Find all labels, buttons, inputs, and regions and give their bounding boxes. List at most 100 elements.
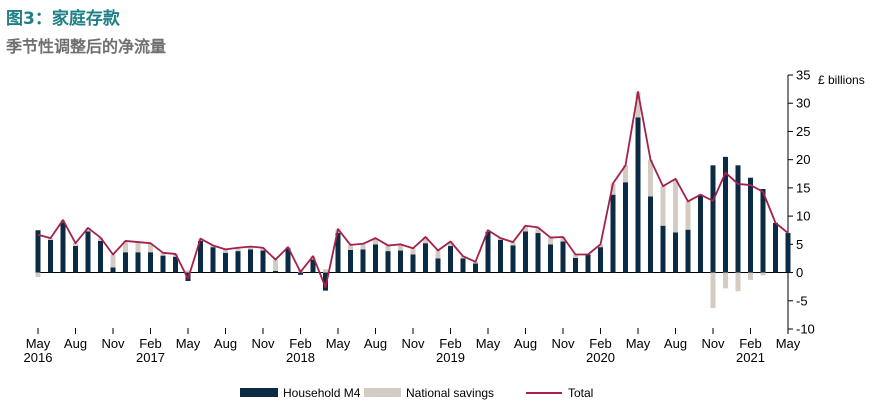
bar-household-m4 — [773, 222, 778, 273]
bar-household-m4 — [260, 250, 266, 273]
bar-national-savings — [560, 236, 566, 242]
bar-household-m4 — [560, 241, 566, 273]
bar-national-savings — [35, 272, 41, 278]
x-tick-label: May — [326, 336, 351, 351]
bar-national-savings — [323, 269, 328, 273]
y-tick-label: 20 — [796, 152, 810, 167]
bar-household-m4 — [623, 182, 628, 273]
bar-household-m4 — [298, 272, 303, 275]
bar-national-savings — [398, 244, 403, 251]
bar-national-savings — [273, 259, 278, 271]
bar-national-savings — [510, 242, 516, 246]
bar-household-m4 — [473, 263, 478, 273]
bar-national-savings — [635, 91, 641, 118]
x-year-label: 2016 — [24, 350, 53, 365]
bar-national-savings — [535, 227, 541, 234]
x-tick-label: May — [26, 336, 51, 351]
bar-household-m4 — [435, 258, 441, 273]
bar-household-m4 — [460, 258, 466, 273]
bar-household-m4 — [360, 249, 366, 273]
bar-household-m4 — [760, 189, 766, 273]
x-year-label: 2021 — [736, 350, 765, 365]
x-year-label: 2018 — [286, 350, 315, 365]
bar-national-savings — [723, 272, 728, 289]
y-tick-label: 10 — [796, 209, 810, 224]
x-tick-label: Aug — [214, 336, 237, 351]
bar-household-m4 — [735, 165, 741, 273]
bar-household-m4 — [148, 252, 153, 273]
bar-national-savings — [360, 243, 366, 250]
x-tick-label: May — [776, 336, 801, 351]
bar-household-m4 — [598, 247, 603, 273]
bar-national-savings — [435, 250, 441, 259]
x-tick-label: Nov — [551, 336, 575, 351]
bar-national-savings — [648, 159, 653, 197]
x-year-label: 2017 — [136, 350, 165, 365]
bar-household-m4 — [673, 232, 678, 273]
bar-national-savings — [523, 225, 528, 232]
bar-household-m4 — [335, 233, 341, 273]
x-year-label: 2019 — [436, 350, 465, 365]
bar-household-m4 — [173, 256, 178, 273]
x-tick-label: May — [626, 336, 651, 351]
bar-national-savings — [98, 237, 103, 241]
bar-household-m4 — [410, 254, 416, 273]
y-tick-label: 0 — [796, 265, 803, 280]
x-tick-label: Nov — [251, 336, 275, 351]
bar-household-m4 — [785, 233, 791, 273]
bar-household-m4 — [285, 248, 291, 273]
x-tick-label: Nov — [701, 336, 725, 351]
bar-household-m4 — [123, 252, 128, 273]
bar-household-m4 — [323, 272, 328, 291]
bar-national-savings — [260, 247, 266, 251]
y-tick-label: -10 — [796, 322, 815, 337]
bar-national-savings — [460, 256, 466, 259]
bar-national-savings — [185, 270, 191, 273]
bar-household-m4 — [685, 229, 691, 273]
bar-national-savings — [385, 245, 391, 252]
x-tick-label: Aug — [664, 336, 687, 351]
x-tick-label: Nov — [401, 336, 425, 351]
x-tick-label: Feb — [439, 336, 461, 351]
bar-household-m4 — [110, 267, 116, 273]
bar-national-savings — [673, 178, 678, 233]
bar-household-m4 — [385, 251, 391, 273]
bar-national-savings — [660, 186, 666, 226]
tick-label-layer: -10 -5 0 5 10 15 20 25 30 35 May Aug Nov Feb May Aug Nov… — [24, 68, 815, 366]
bar-household-m4 — [198, 240, 203, 273]
legend-swatch-national-savings — [364, 388, 401, 397]
bar-household-m4 — [448, 246, 453, 273]
x-tick-label: Nov — [101, 336, 125, 351]
x-tick-label: Feb — [589, 336, 611, 351]
bar-household-m4 — [610, 194, 616, 273]
bar-household-m4 — [35, 230, 41, 273]
y-unit-label: £ billions — [818, 73, 865, 87]
bar-national-savings — [135, 242, 141, 253]
bar-household-m4 — [223, 252, 228, 273]
bar-national-savings — [110, 254, 116, 268]
legend-label-national-savings: National savings — [406, 386, 494, 400]
x-tick-label: Aug — [514, 336, 537, 351]
legend: Household M4 National savings Total — [240, 386, 593, 400]
bar-national-savings — [710, 272, 716, 309]
bar-household-m4 — [423, 243, 428, 273]
bar-national-savings — [160, 252, 166, 256]
x-year-label: 2020 — [586, 350, 615, 365]
x-tick-label: Aug — [364, 336, 387, 351]
y-tick-label: 25 — [796, 124, 810, 139]
chart-title: 图3：家庭存款 — [6, 9, 120, 29]
x-tick-label: May — [476, 336, 501, 351]
y-tick-label: 5 — [796, 237, 803, 252]
bar-household-m4 — [698, 194, 703, 273]
chart-subtitle: 季节性调整后的净流量 — [6, 37, 167, 56]
line-layer — [37, 91, 789, 289]
x-tick-label: Feb — [289, 336, 311, 351]
bar-household-m4 — [160, 255, 166, 273]
bar-household-m4 — [48, 239, 53, 273]
bar-household-m4 — [310, 259, 316, 273]
bar-layer — [35, 91, 791, 309]
bar-household-m4 — [85, 231, 91, 273]
bar-household-m4 — [548, 244, 553, 273]
bar-household-m4 — [648, 196, 653, 273]
